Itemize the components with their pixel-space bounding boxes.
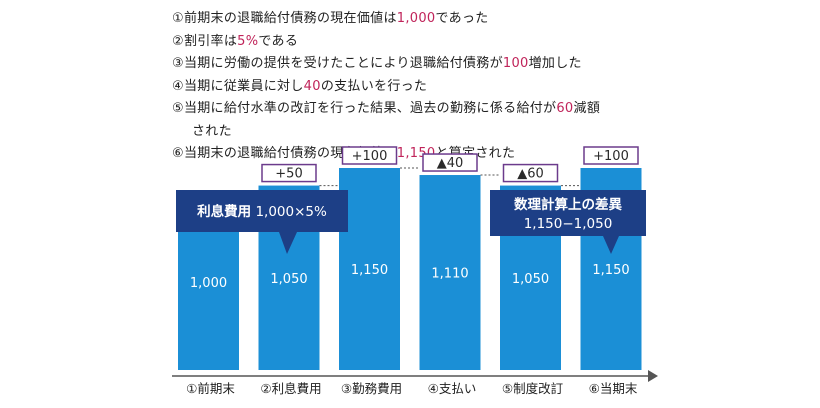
delta-box — [502, 163, 559, 183]
note-text: ⑥当期末の退職給付債務の現在価値は — [172, 146, 397, 161]
note-text: ⑤当期に給付水準の改訂を行った結果、過去の勤務に係る給付が — [172, 101, 557, 116]
callout-actuarial-difference — [490, 190, 646, 254]
delta-label: +100 — [593, 149, 629, 164]
note-continuation: された — [192, 123, 232, 139]
bar-value-label: 1,050 — [270, 272, 307, 287]
note-text: の支払いを行った — [320, 78, 428, 94]
callout-actuarial-title: 数理計算上の差異 — [514, 196, 622, 213]
callout-interest-cost — [176, 190, 348, 254]
note-text: ④当期に従業員に対し — [172, 78, 304, 94]
delta-box — [261, 163, 317, 183]
bar-value-label: 1,050 — [512, 272, 549, 287]
delta-label: ▲60 — [517, 167, 544, 182]
note-text: 増加した — [528, 56, 582, 71]
x-axis — [172, 370, 658, 382]
callout-actuarial-formula: 1,150−1,050 — [524, 216, 613, 232]
note-text: であった — [435, 11, 489, 26]
note-highlight-value: 100 — [502, 56, 529, 71]
bar-value-label: 1,110 — [431, 267, 468, 282]
bar-value-label: 1,000 — [190, 276, 227, 291]
note-line: ⑤当期に給付水準の改訂を行った結果、過去の勤務に係る給付が60減額された — [172, 98, 732, 143]
delta-labels: +50 +100 ▲40 ▲60 +100 — [261, 146, 639, 183]
delta-label: ▲40 — [437, 156, 464, 171]
bar-value-label: 1,150 — [592, 263, 629, 278]
bar-value-label: 1,150 — [351, 263, 388, 278]
problem-notes: ①前期末の退職給付債務の現在価値は1,000であった ②割引率は5%である ③当期に… — [172, 8, 732, 166]
delta-box — [583, 146, 639, 165]
note-line: ①前期末の退職給付債務の現在価値は1,000であった — [172, 8, 732, 31]
note-highlight-value: 1,000 — [396, 11, 436, 26]
category-label: ⑥当期末 — [589, 381, 638, 396]
note-highlight-value: 40 — [303, 78, 321, 94]
callout-interest-cost-text: 利息費用 1,000×5% — [197, 203, 327, 220]
note-text: である — [258, 33, 299, 49]
delta-box — [341, 146, 398, 165]
bar — [339, 168, 400, 370]
category-label: ④支払い — [428, 381, 477, 396]
category-label: ③勤務費用 — [341, 381, 402, 396]
delta-label: +50 — [275, 167, 302, 182]
category-labels: ①前期末 ②利息費用 ③勤務費用 ④支払い ⑤制度改訂 ⑥当期末 — [186, 381, 638, 396]
category-label: ⑤制度改訂 — [502, 381, 563, 396]
note-highlight-value: 5% — [237, 33, 259, 49]
note-text: ③当期に労働の提供を受けたことにより退職給付債務が — [172, 56, 503, 71]
note-text: 減額 — [573, 101, 601, 116]
note-text: ②割引率は — [172, 33, 238, 49]
bar — [419, 175, 481, 370]
note-highlight-value: 60 — [556, 101, 574, 116]
category-label: ②利息費用 — [260, 381, 321, 396]
note-line: ③当期に労働の提供を受けたことにより退職給付債務が100増加した — [172, 53, 732, 76]
delta-label: +100 — [352, 149, 388, 164]
axis-arrow-icon — [648, 370, 658, 382]
callouts: 利息費用 1,000×5% 数理計算上の差異 1,150−1,050 — [176, 190, 646, 254]
delta-box — [422, 153, 478, 172]
note-line: ②割引率は5%である — [172, 31, 732, 54]
note-text: ①前期末の退職給付債務の現在価値は — [172, 11, 397, 26]
note-line: ④当期に従業員に対し40の支払いを行った — [172, 76, 732, 99]
category-label: ①前期末 — [186, 381, 235, 396]
